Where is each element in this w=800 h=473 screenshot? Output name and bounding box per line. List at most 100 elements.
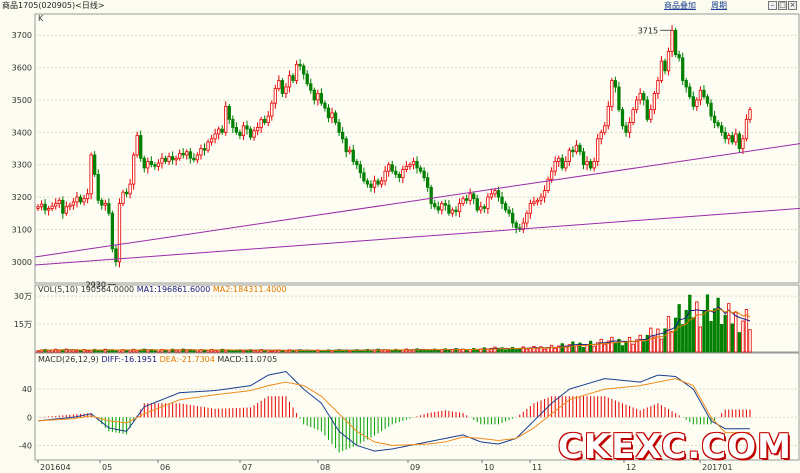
- candle-body: [521, 222, 525, 230]
- volume-ma1-label: MA1:: [136, 285, 157, 294]
- volume-bar: [114, 350, 118, 353]
- volume-bar: [291, 350, 295, 353]
- candle-body: [46, 207, 51, 211]
- volume-bar: [142, 348, 146, 353]
- candle-body: [117, 203, 122, 263]
- candle-body: [525, 212, 529, 224]
- kline-y-tick: 3400: [12, 128, 32, 137]
- volume-bar: [280, 350, 285, 353]
- candle-body: [178, 152, 182, 159]
- minimize-icon[interactable]: –: [768, 1, 777, 10]
- volume-bar: [358, 350, 362, 353]
- candle-body: [75, 196, 79, 203]
- volume-bar: [146, 349, 150, 353]
- candle-body: [36, 206, 40, 209]
- candle-body: [723, 131, 727, 140]
- candle-body: [720, 125, 724, 133]
- volume-bar: [727, 303, 731, 353]
- period-menu[interactable]: 周期: [711, 1, 727, 10]
- candle-body: [673, 29, 678, 56]
- volume-bar: [355, 349, 359, 353]
- candle-body: [139, 135, 143, 159]
- candle-body: [337, 122, 341, 133]
- volume-bar: [103, 348, 107, 353]
- x-axis-tick-label: 05: [102, 463, 112, 472]
- high-annotation: 3715: [638, 26, 658, 35]
- candle-body: [401, 169, 405, 179]
- x-axis-tick-label: 08: [320, 463, 330, 472]
- candle-body: [85, 193, 90, 200]
- macd-y-tick: 0: [27, 413, 32, 422]
- macd-legend-label: MACD(26,12,9): [38, 355, 99, 364]
- candle-body: [135, 135, 139, 156]
- candle-body: [737, 133, 742, 149]
- candle-body: [564, 161, 568, 169]
- macd-hist-label: MACD:: [217, 355, 245, 364]
- candle-body: [744, 118, 749, 140]
- candle-body: [132, 154, 136, 185]
- volume-bar: [596, 342, 600, 353]
- overlay-symbol-menu[interactable]: 商品叠加: [664, 1, 696, 10]
- candle-body: [588, 161, 593, 169]
- candle-body: [553, 161, 557, 172]
- candle-body: [454, 209, 458, 213]
- x-axis-tick-label: 10: [484, 463, 494, 472]
- volume-bar: [174, 350, 178, 353]
- volume-bar: [549, 344, 554, 353]
- candle-body: [309, 83, 313, 91]
- candle-body: [78, 196, 83, 203]
- volume-bar: [603, 344, 607, 353]
- volume-bar: [464, 350, 469, 353]
- volume-ma2-value: 184311.4000: [233, 285, 287, 294]
- candle-body: [323, 102, 327, 109]
- candle-body: [557, 157, 561, 162]
- volume-bar: [670, 331, 674, 353]
- candle-body: [241, 125, 246, 136]
- candle-body: [344, 138, 348, 153]
- volume-bar: [574, 345, 579, 353]
- candle-body: [422, 170, 426, 179]
- candle-body: [149, 161, 153, 166]
- volume-bar: [744, 309, 749, 353]
- volume-bar: [635, 339, 639, 353]
- candle-body: [71, 201, 76, 206]
- volume-bar: [610, 336, 614, 353]
- volume-bar: [124, 350, 129, 353]
- volume-bar: [649, 327, 653, 353]
- x-axis-tick-label: 201701: [702, 463, 733, 472]
- x-axis-tick-label: 06: [160, 463, 170, 472]
- candle-body: [635, 99, 639, 111]
- candle-body: [415, 161, 419, 169]
- volume-bar: [528, 347, 533, 353]
- candle-body: [500, 196, 504, 204]
- macd-diff-line: [37, 371, 750, 452]
- candle-body: [277, 80, 281, 90]
- candle-body: [397, 173, 401, 179]
- candle-body: [372, 180, 377, 188]
- kline-y-tick: 3300: [12, 161, 32, 170]
- volume-bar: [691, 317, 695, 353]
- volume-bar: [656, 328, 660, 353]
- restore-icon[interactable]: □: [778, 1, 787, 10]
- volume-bar: [404, 348, 409, 353]
- volume-bar: [638, 334, 642, 353]
- close-icon[interactable]: ×: [788, 1, 797, 10]
- volume-bar: [68, 349, 72, 353]
- candle-body: [287, 75, 292, 88]
- volume-bar: [571, 341, 575, 353]
- candle-body: [270, 102, 274, 117]
- candle-body: [355, 161, 359, 166]
- volume-bar: [613, 342, 618, 353]
- candle-body: [93, 154, 97, 175]
- volume-bar: [213, 350, 217, 353]
- volume-ma2-label: MA2:: [212, 285, 234, 294]
- volume-bar: [645, 334, 649, 353]
- candle-body: [255, 127, 260, 132]
- candle-body: [684, 80, 688, 88]
- candle-body: [103, 203, 107, 206]
- volume-bar: [489, 347, 494, 353]
- candle-body: [319, 93, 324, 104]
- volume-bar: [564, 346, 568, 353]
- candle-body: [202, 148, 207, 151]
- candle-body: [365, 180, 370, 185]
